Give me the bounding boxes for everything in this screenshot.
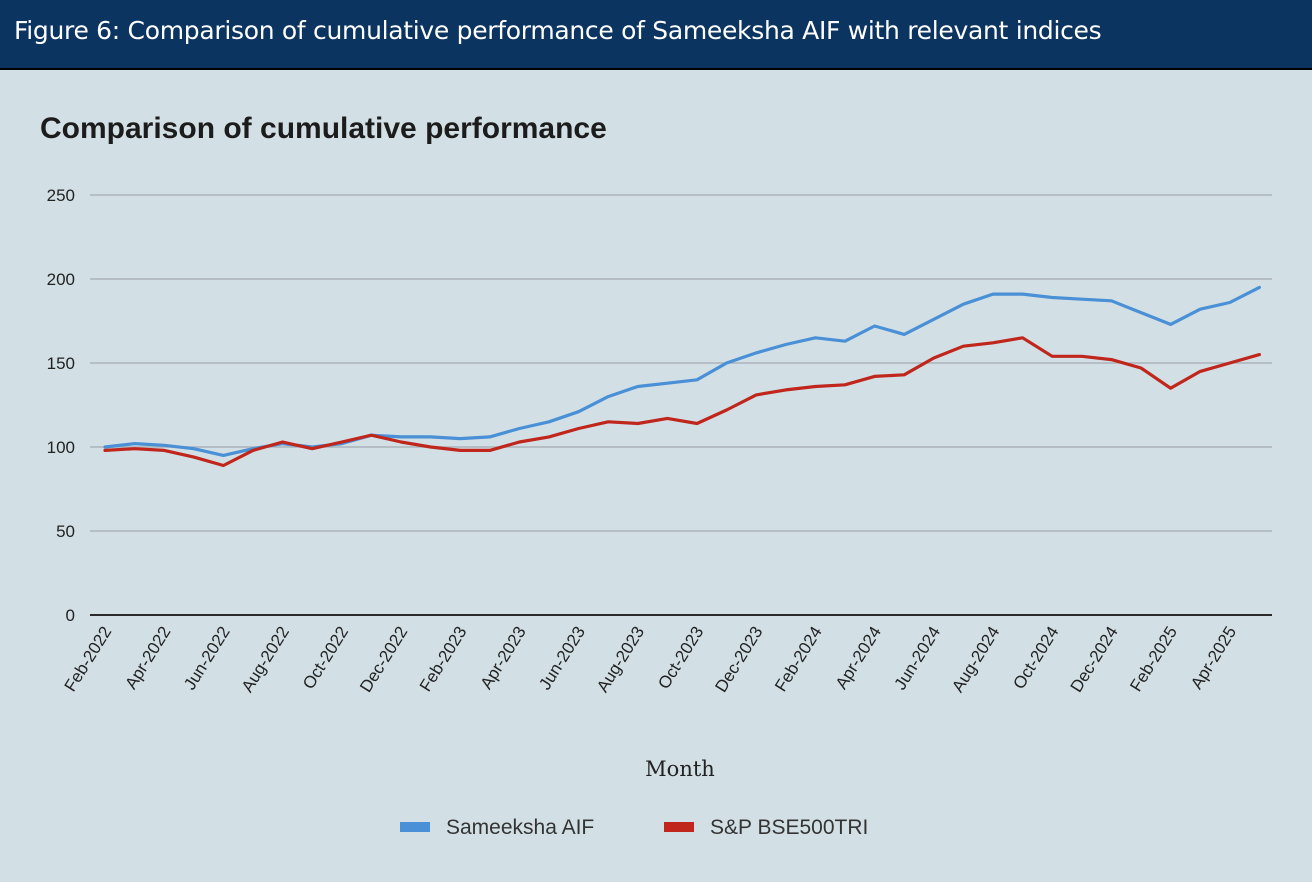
x-tick-label: Aug-2024: [948, 623, 1003, 696]
figure-caption: Figure 6: Comparison of cumulative perfo…: [0, 0, 1312, 70]
legend-swatch: [400, 822, 430, 832]
x-tick-label: Feb-2022: [61, 623, 116, 695]
x-tick-label: Apr-2025: [1187, 623, 1240, 692]
x-tick-label: Dec-2024: [1067, 623, 1122, 696]
x-axis-label: Month: [645, 757, 715, 781]
series-line: [103, 336, 1262, 468]
x-tick-label: Aug-2023: [593, 623, 648, 696]
x-tick-label: Feb-2024: [771, 623, 826, 695]
legend: Sameeksha AIF S&P BSE500TRI: [400, 816, 868, 839]
y-tick-label: 250: [47, 186, 75, 205]
y-tick-label: 100: [47, 438, 75, 457]
legend-swatch: [664, 822, 694, 832]
legend-label: S&P BSE500TRI: [710, 816, 868, 839]
gridlines: [90, 194, 1272, 616]
x-tick-label: Oct-2023: [654, 623, 707, 692]
x-axis-ticks: Feb-2022 Apr-2022 Jun-2022 Aug-2022 Oct-2022…: [61, 623, 1240, 696]
x-tick-label: Oct-2022: [299, 623, 352, 692]
x-tick-label: Jun-2022: [180, 623, 234, 693]
x-tick-label: Aug-2022: [238, 623, 293, 696]
x-tick-label: Apr-2024: [832, 623, 885, 692]
x-tick-label: Jun-2024: [891, 623, 945, 693]
x-tick-label: Feb-2025: [1126, 623, 1181, 695]
y-tick-label: 0: [66, 606, 75, 625]
y-tick-label: 200: [47, 270, 75, 289]
series-lines: [103, 285, 1262, 468]
x-tick-label: Apr-2022: [121, 623, 174, 692]
y-tick-label: 50: [56, 522, 75, 541]
y-axis-ticks: 0 50 100 150 200 250: [47, 186, 75, 625]
x-tick-label: Jun-2023: [535, 623, 589, 693]
chart-title: Comparison of cumulative performance: [40, 112, 607, 145]
legend-label: Sameeksha AIF: [446, 816, 594, 839]
x-tick-label: Oct-2024: [1009, 623, 1062, 692]
series-line: [103, 285, 1262, 457]
x-tick-label: Feb-2023: [416, 623, 471, 695]
x-tick-label: Apr-2023: [477, 623, 530, 692]
x-tick-label: Dec-2023: [711, 623, 766, 696]
y-tick-label: 150: [47, 354, 75, 373]
x-tick-label: Dec-2022: [356, 623, 411, 696]
